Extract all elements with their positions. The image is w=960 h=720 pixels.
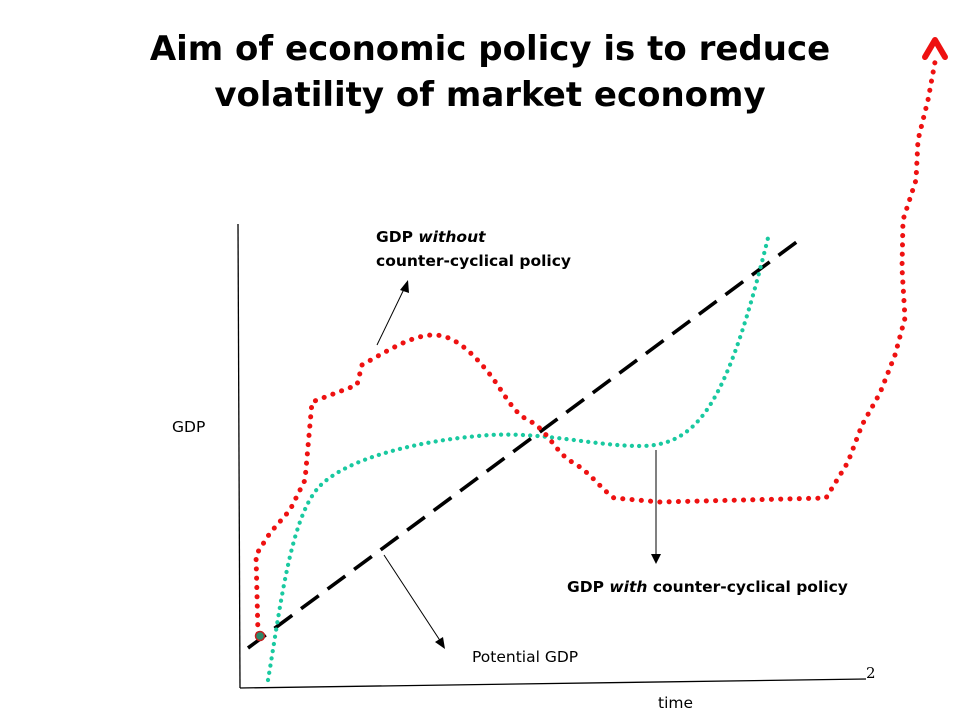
with-label-arrowhead xyxy=(651,554,661,564)
gdp-with-policy-curve xyxy=(265,235,771,683)
without-label-pointer xyxy=(376,286,406,346)
page-number: 2 xyxy=(866,664,876,682)
x-axis-label: time xyxy=(658,694,694,712)
arrow-up-icon xyxy=(922,37,948,60)
label-potential-gdp: Potential GDP xyxy=(472,648,579,666)
title-line-1: Aim of economic policy is to reduce xyxy=(149,29,831,69)
start-point-marker xyxy=(254,630,266,642)
potential-label-pointer xyxy=(383,554,442,643)
gdp-without-policy-curve xyxy=(253,59,938,637)
x-axis xyxy=(239,678,867,689)
potential-label-arrowhead xyxy=(435,637,445,649)
label-gdp-without-policy: GDP without counter-cyclical policy xyxy=(376,228,572,270)
y-axis xyxy=(237,223,241,689)
without-label-arrowhead xyxy=(400,280,409,293)
y-axis-label: GDP xyxy=(172,418,206,436)
potential-gdp-line xyxy=(246,236,804,650)
slide-title: Aim of economic policy is to reduce vola… xyxy=(120,26,860,118)
label-gdp-with-policy: GDP with counter-cyclical policy xyxy=(567,578,848,596)
title-line-2: volatility of market economy xyxy=(214,75,766,115)
